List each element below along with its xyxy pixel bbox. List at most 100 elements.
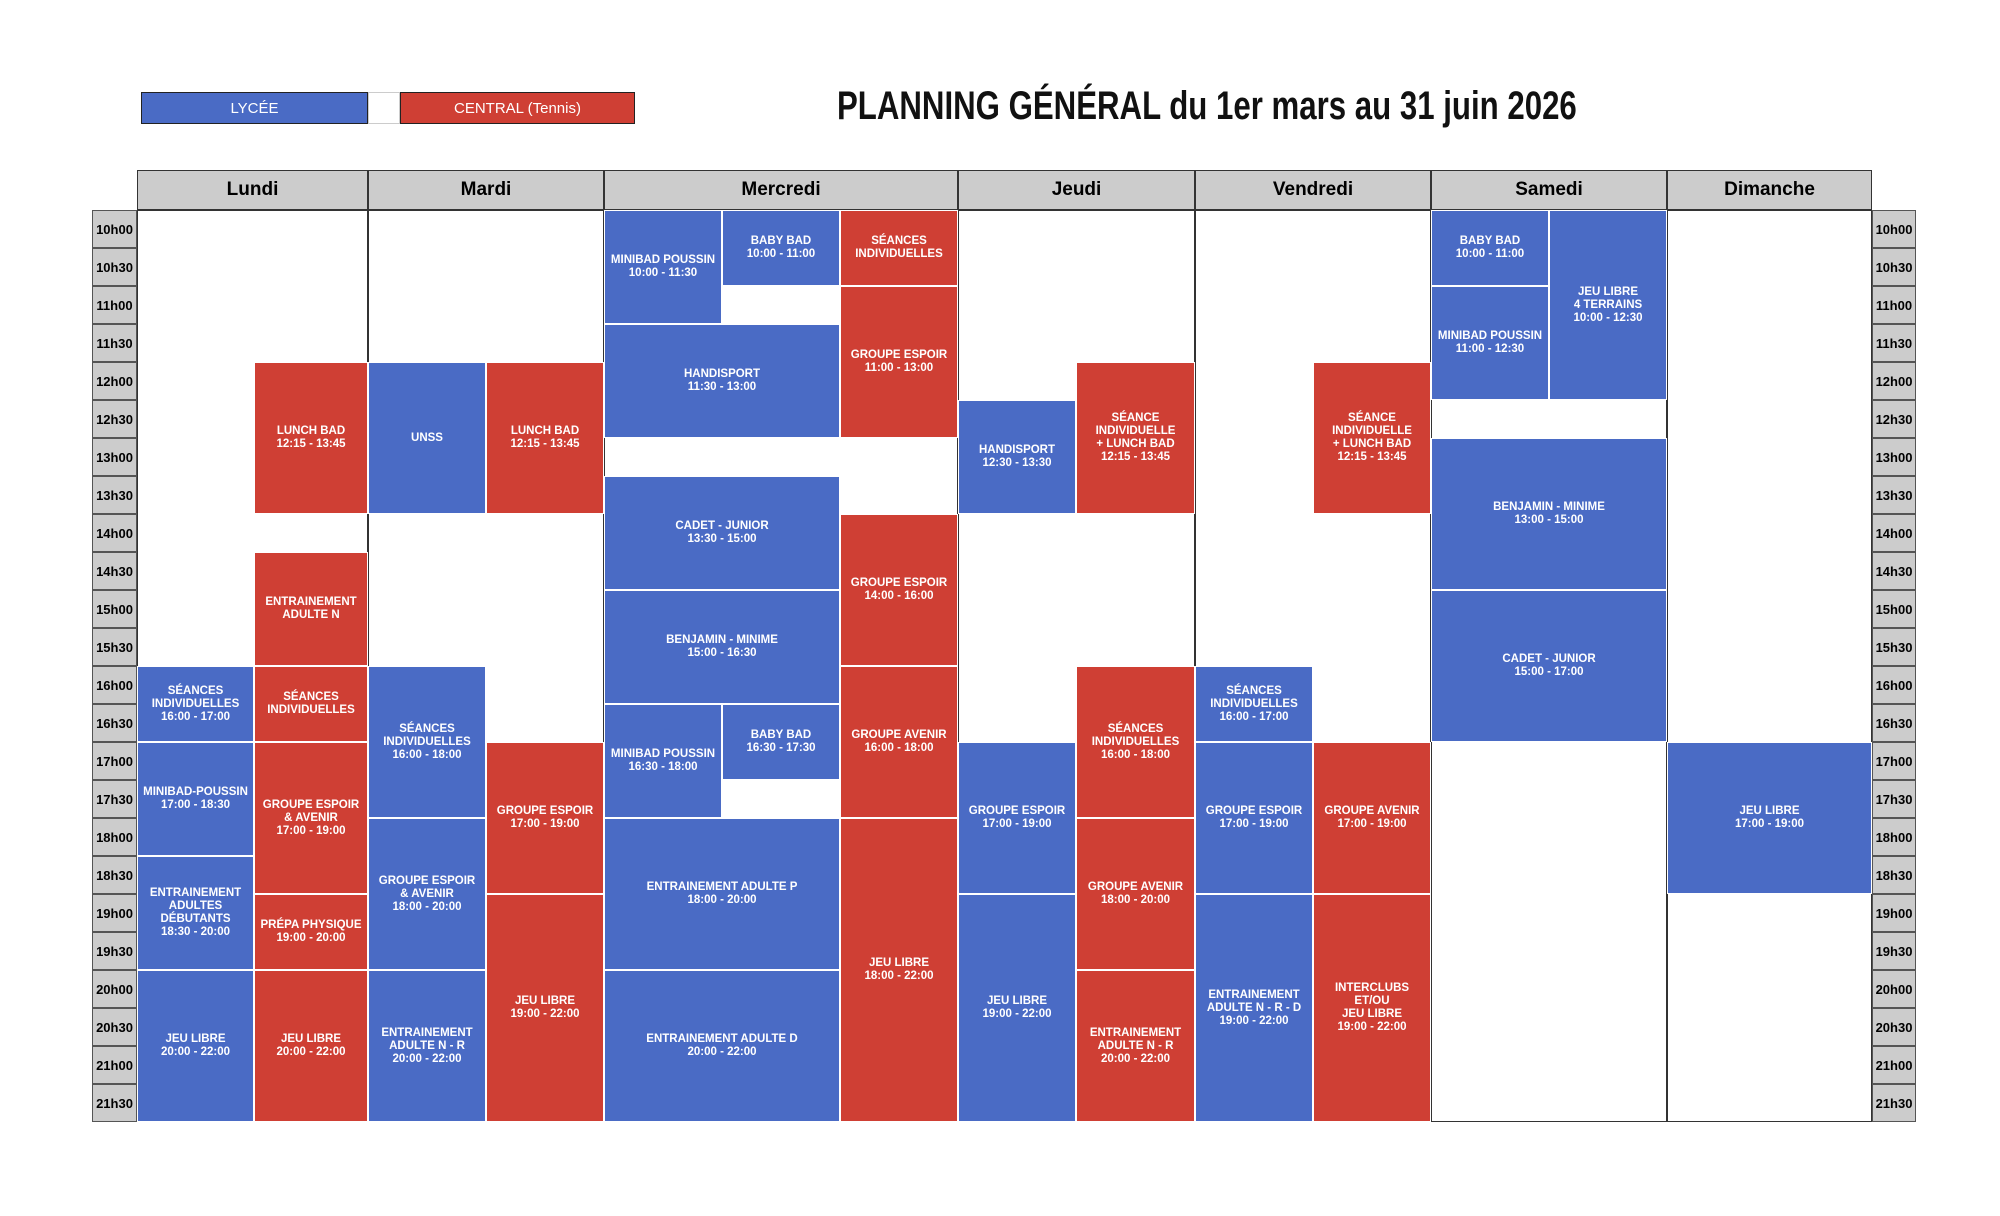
event-text: 20:00 - 22:00 bbox=[160, 1046, 231, 1058]
event-text: 11:30 - 13:00 bbox=[687, 381, 757, 393]
time-label: 17h30 bbox=[92, 780, 137, 818]
event-text: 12:15 - 13:45 bbox=[510, 438, 580, 450]
event-block: JEU LIBRE 20:00 - 22:00 bbox=[254, 970, 368, 1122]
event-text: HANDISPORT bbox=[683, 368, 761, 380]
time-label: 14h00 bbox=[1872, 514, 1916, 552]
time-label: 20h00 bbox=[92, 970, 137, 1008]
time-label: 16h30 bbox=[1872, 704, 1916, 742]
time-label: 12h30 bbox=[92, 400, 137, 438]
event-text: 17:00 - 19:00 bbox=[982, 818, 1052, 830]
time-label: 13h00 bbox=[92, 438, 137, 476]
event-text: 18:00 - 22:00 bbox=[864, 970, 934, 982]
time-label: 12h00 bbox=[92, 362, 137, 400]
time-label: 19h00 bbox=[1872, 894, 1916, 932]
event-text: 12:15 - 13:45 bbox=[1337, 451, 1407, 463]
event-text: 17:00 - 19:00 bbox=[1337, 818, 1407, 830]
time-label: 11h00 bbox=[1872, 286, 1916, 324]
event-block: LUNCH BAD 12:15 - 13:45 bbox=[254, 362, 368, 514]
event-block: ENTRAINEMENT ADULTE N - R - D 19:00 - 22:0… bbox=[1195, 894, 1313, 1122]
event-text: 19:00 - 22:00 bbox=[510, 1008, 580, 1020]
event-text: & AVENIR bbox=[284, 811, 338, 824]
event-text: SÉANCE bbox=[1111, 412, 1160, 424]
event-block: JEU LIBRE 18:00 - 22:00 bbox=[840, 818, 958, 1122]
event-text: INDIVIDUELLES bbox=[383, 735, 471, 748]
event-text: SÉANCES bbox=[1226, 684, 1282, 697]
event-text: SÉANCES bbox=[871, 235, 927, 247]
event-text: INDIVIDUELLES bbox=[855, 248, 943, 260]
event-text: 10:00 - 11:30 bbox=[628, 267, 698, 279]
time-label: 12h00 bbox=[1872, 362, 1916, 400]
day-header: Mardi bbox=[368, 170, 604, 210]
event-block: SÉANCES INDIVIDUELLES bbox=[254, 666, 368, 742]
event-text: CADET - JUNIOR bbox=[1502, 653, 1596, 665]
event-text: GROUPE ESPOIR bbox=[850, 349, 948, 361]
event-block: CADET - JUNIOR 15:00 - 17:00 bbox=[1431, 590, 1667, 742]
event-text: GROUPE AVENIR bbox=[1087, 881, 1184, 893]
event-text: SÉANCES bbox=[283, 691, 339, 703]
event-text: BABY BAD bbox=[1459, 235, 1521, 247]
event-block: MINIBAD-POUSSIN 17:00 - 18:30 bbox=[137, 742, 254, 856]
event-block: ENTRAINEMENT ADULTE D 20:00 - 22:00 bbox=[604, 970, 840, 1122]
day-header: Vendredi bbox=[1195, 170, 1431, 210]
time-label: 13h30 bbox=[92, 476, 137, 514]
event-block: SÉANCES INDIVIDUELLES 16:00 - 17:00 bbox=[137, 666, 254, 742]
event-text: JEU LIBRE bbox=[514, 995, 576, 1007]
event-text: 15:00 - 17:00 bbox=[1514, 666, 1584, 678]
event-text: CADET - JUNIOR bbox=[675, 520, 769, 532]
event-block: CADET - JUNIOR 13:30 - 15:00 bbox=[604, 476, 840, 590]
event-block: GROUPE ESPOIR 17:00 - 19:00 bbox=[486, 742, 604, 894]
day-header: Dimanche bbox=[1667, 170, 1872, 210]
time-label: 19h00 bbox=[92, 894, 137, 932]
time-label: 16h00 bbox=[92, 666, 137, 704]
event-text: JEU LIBRE bbox=[165, 1033, 226, 1045]
time-label: 17h30 bbox=[1872, 780, 1916, 818]
time-label: 10h30 bbox=[1872, 248, 1916, 286]
event-text: ET/OU bbox=[1354, 995, 1390, 1007]
event-text: DÉBUTANTS bbox=[160, 913, 231, 925]
event-block: MINIBAD POUSSIN 11:00 - 12:30 bbox=[1431, 286, 1549, 400]
event-text: 20:00 - 22:00 bbox=[392, 1052, 462, 1065]
event-text: 18:00 - 20:00 bbox=[1100, 894, 1171, 906]
time-label: 18h30 bbox=[92, 856, 137, 894]
day-column bbox=[1667, 210, 1872, 1122]
event-block: ENTRAINEMENT ADULTES DÉBUTANTS 18:30 - 20:0… bbox=[137, 856, 254, 970]
event-text: 20:00 - 22:00 bbox=[1100, 1052, 1171, 1065]
time-label: 14h30 bbox=[1872, 552, 1916, 590]
event-block: ENTRAINEMENT ADULTE N - R 20:00 - 22:00 bbox=[1076, 970, 1195, 1122]
event-block: JEU LIBRE 19:00 - 22:00 bbox=[958, 894, 1076, 1122]
event-text: LUNCH BAD bbox=[510, 425, 580, 437]
event-text: ENTRAINEMENT bbox=[1089, 1026, 1182, 1039]
event-text: ADULTE N - R - D bbox=[1206, 1001, 1302, 1014]
time-label: 18h00 bbox=[1872, 818, 1916, 856]
event-block: JEU LIBRE 4 TERRAINS 10:00 - 12:30 bbox=[1549, 210, 1667, 400]
event-text: 16:00 - 18:00 bbox=[392, 748, 462, 761]
event-text: MINIBAD-POUSSIN bbox=[143, 786, 248, 798]
event-text: INDIVIDUELLES bbox=[267, 704, 355, 716]
event-block: ENTRAINEMENT ADULTE N bbox=[254, 552, 368, 666]
event-text: 12:30 - 13:30 bbox=[982, 457, 1052, 469]
event-text: INTERCLUBS bbox=[1334, 982, 1410, 994]
legend-gap bbox=[368, 92, 400, 124]
event-text: 10:00 - 11:00 bbox=[746, 248, 816, 260]
event-text: 16:30 - 18:00 bbox=[628, 761, 698, 773]
event-block: GROUPE ESPOIR & AVENIR 18:00 - 20:00 bbox=[368, 818, 486, 970]
event-text: 12:15 - 13:45 bbox=[276, 438, 346, 450]
event-text: ADULTE N bbox=[282, 609, 340, 621]
event-text: ENTRAINEMENT bbox=[265, 596, 357, 608]
time-label: 13h30 bbox=[1872, 476, 1916, 514]
event-block: JEU LIBRE 19:00 - 22:00 bbox=[486, 894, 604, 1122]
event-text: SÉANCES bbox=[167, 684, 224, 697]
event-text: 16:00 - 18:00 bbox=[1100, 748, 1171, 761]
event-text: 13:00 - 15:00 bbox=[1514, 514, 1584, 526]
event-text: ENTRAINEMENT bbox=[1208, 988, 1300, 1001]
event-text: ADULTES bbox=[168, 900, 223, 912]
page-title: PLANNING GÉNÉRAL du 1er mars au 31 juin … bbox=[837, 84, 1577, 128]
event-text: UNSS bbox=[411, 431, 443, 444]
event-text: INDIVIDUELLES bbox=[1091, 735, 1180, 748]
event-text: 16:00 - 18:00 bbox=[864, 742, 934, 754]
time-label: 20h00 bbox=[1872, 970, 1916, 1008]
time-label: 16h30 bbox=[92, 704, 137, 742]
event-text: ADULTE N - R bbox=[1097, 1039, 1174, 1052]
event-block: GROUPE AVENIR 18:00 - 20:00 bbox=[1076, 818, 1195, 970]
time-label: 21h00 bbox=[1872, 1046, 1916, 1084]
